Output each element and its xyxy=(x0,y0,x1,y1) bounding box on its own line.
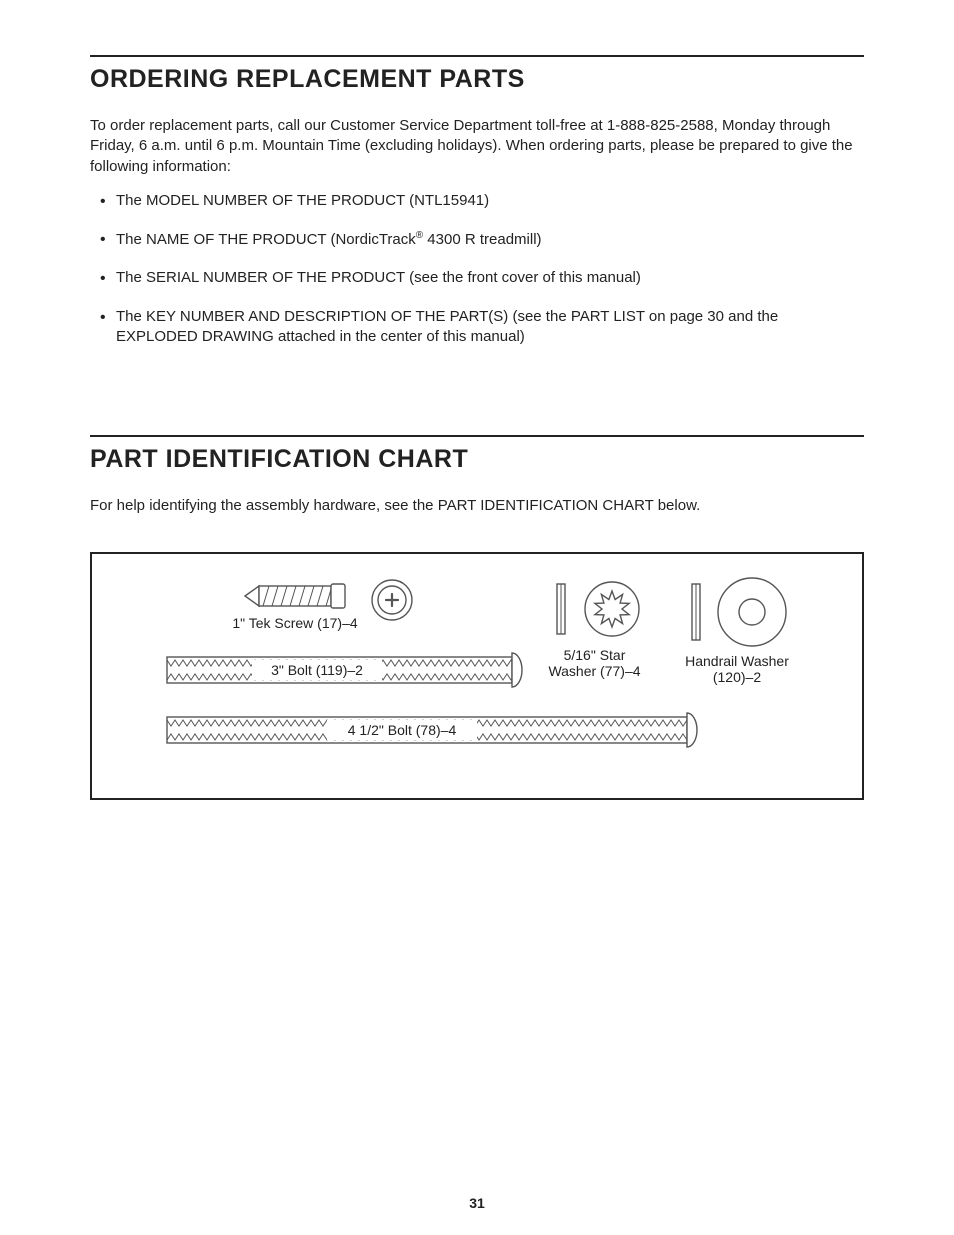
svg-text:(120)–2: (120)–2 xyxy=(713,669,761,685)
page-number: 31 xyxy=(0,1195,954,1211)
intro-chart: For help identifying the assembly hardwa… xyxy=(90,496,864,516)
bullet-2: The NAME OF THE PRODUCT (NordicTrack® 43… xyxy=(90,229,864,250)
chart-svg: 1" Tek Screw (17)–4 3" Bolt (119)–2 4 1/2"… xyxy=(92,554,862,798)
svg-text:Washer (77)–4: Washer (77)–4 xyxy=(548,663,640,679)
rule-top-1 xyxy=(90,55,864,57)
svg-text:Handrail Washer: Handrail Washer xyxy=(685,653,789,669)
intro-ordering: To order replacement parts, call our Cus… xyxy=(90,116,864,177)
section-spacer xyxy=(90,373,864,435)
svg-text:5/16" Star: 5/16" Star xyxy=(564,647,626,663)
bullet-2-a: The NAME OF THE PRODUCT (NordicTrack xyxy=(116,231,416,248)
svg-text:4 1/2" Bolt (78)–4: 4 1/2" Bolt (78)–4 xyxy=(348,722,457,738)
bullet-1: The MODEL NUMBER OF THE PRODUCT (NTL1594… xyxy=(90,191,864,211)
part-id-chart: 1" Tek Screw (17)–4 3" Bolt (119)–2 4 1/2"… xyxy=(90,552,864,800)
svg-text:1" Tek Screw (17)–4: 1" Tek Screw (17)–4 xyxy=(232,615,358,631)
heading-chart: PART IDENTIFICATION CHART xyxy=(90,445,864,474)
bullet-list: The MODEL NUMBER OF THE PRODUCT (NTL1594… xyxy=(90,191,864,347)
heading-ordering: ORDERING REPLACEMENT PARTS xyxy=(90,65,864,94)
bullet-2-b: 4300 R treadmill) xyxy=(423,231,541,248)
bullet-4: The KEY NUMBER AND DESCRIPTION OF THE PA… xyxy=(90,307,864,348)
bullet-3: The SERIAL NUMBER OF THE PRODUCT (see th… xyxy=(90,268,864,288)
document-page: ORDERING REPLACEMENT PARTS To order repl… xyxy=(0,0,954,1235)
rule-top-2 xyxy=(90,435,864,437)
svg-text:3" Bolt (119)–2: 3" Bolt (119)–2 xyxy=(271,662,363,678)
